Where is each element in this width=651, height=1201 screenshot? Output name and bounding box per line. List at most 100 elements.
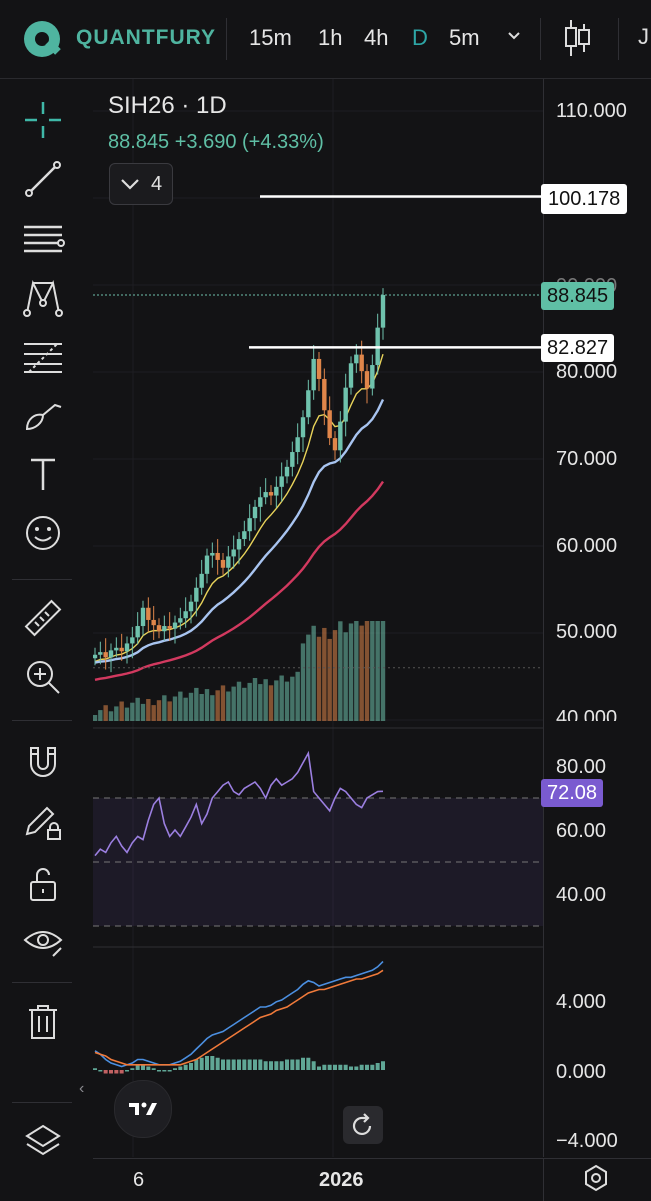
collapse-toolbar-icon[interactable]: ‹ xyxy=(79,1080,85,1097)
delete-tool[interactable] xyxy=(20,999,66,1045)
candle-body xyxy=(332,438,338,451)
timeframe-15m[interactable]: 15m xyxy=(249,25,292,50)
tradingview-icon xyxy=(129,1102,157,1115)
macd-histogram-bar xyxy=(242,1059,247,1070)
macd-histogram-bar xyxy=(221,1059,225,1070)
candle-body xyxy=(311,358,316,391)
macd-histogram-bar xyxy=(269,1061,273,1070)
time-axis[interactable]: 6 2026 xyxy=(93,1158,651,1201)
volume-bar xyxy=(103,705,108,721)
settings-icon[interactable] xyxy=(582,1164,610,1192)
volume-bar xyxy=(247,682,252,721)
candle-body xyxy=(247,518,252,532)
zoom-tool[interactable] xyxy=(20,654,66,700)
price-tick: 70.000 xyxy=(556,448,618,470)
volume-bar xyxy=(130,702,135,721)
macd-histogram-bar xyxy=(226,1059,231,1070)
tradingview-logo-button[interactable] xyxy=(114,1080,172,1138)
quantfury-logo xyxy=(24,21,61,57)
price-line-label[interactable]: 100.178 xyxy=(541,184,628,214)
chevron-down-icon[interactable] xyxy=(506,28,522,44)
layers-tool[interactable] xyxy=(20,1119,66,1165)
volume-bar xyxy=(231,686,236,721)
price-line-label[interactable]: 82.827 xyxy=(541,334,615,362)
divider xyxy=(12,1102,72,1103)
macd-histogram-bar xyxy=(253,1059,257,1070)
volume-bar xyxy=(140,703,146,721)
pattern-tool[interactable] xyxy=(20,274,66,320)
macd-histogram-bar xyxy=(274,1061,279,1070)
macd-histogram-bar xyxy=(370,1064,375,1070)
candle-body xyxy=(370,365,375,389)
divider xyxy=(543,1159,544,1201)
timeframe-5m[interactable]: 5m xyxy=(449,25,480,50)
crosshair-tool[interactable] xyxy=(20,97,66,143)
volume-bar xyxy=(279,675,284,721)
indicators-toggle-button[interactable]: 4 xyxy=(109,163,173,205)
macd-histogram-bar xyxy=(215,1057,220,1070)
candle-body xyxy=(140,607,146,627)
candle-body xyxy=(268,492,274,496)
chart-panel[interactable] xyxy=(92,79,543,1157)
macd-histogram-bar xyxy=(295,1059,300,1070)
lock-drawing-tool[interactable] xyxy=(20,799,66,845)
macd-histogram-bar xyxy=(322,1064,327,1070)
candle-body xyxy=(188,601,194,612)
volume-bar xyxy=(364,621,370,721)
price-axis[interactable]: 110.000 90.000 80.000 70.000 60.000 50.0… xyxy=(543,79,651,1157)
text-tool[interactable] xyxy=(20,451,66,497)
timeframe-4h[interactable]: 4h xyxy=(364,25,389,50)
volume-bar xyxy=(162,695,167,721)
macd-histogram-bar xyxy=(167,1070,172,1072)
magnet-icon xyxy=(30,747,56,777)
macd-histogram-bar xyxy=(381,1061,385,1070)
text-icon xyxy=(31,458,55,490)
macd-histogram-bar xyxy=(354,1066,359,1070)
brush-tool[interactable] xyxy=(20,392,66,438)
trend-line-tool[interactable] xyxy=(20,156,66,202)
price-quote: 88.845 +3.690 (+4.33%) xyxy=(108,131,324,153)
timeframe-d[interactable]: D xyxy=(412,25,428,50)
smiley-icon xyxy=(26,516,60,550)
volume-bar xyxy=(124,707,130,721)
volume-bar xyxy=(327,638,332,721)
time-tick: 6 xyxy=(133,1169,145,1191)
macd-histogram-bar xyxy=(199,1057,204,1070)
macd-histogram-bar xyxy=(349,1066,353,1070)
volume-bar xyxy=(114,706,119,721)
magnet-tool[interactable] xyxy=(20,739,66,785)
volume-bar xyxy=(119,701,124,721)
candle-body xyxy=(242,531,247,540)
macd-histogram-bar xyxy=(93,1068,97,1070)
unlock-tool[interactable] xyxy=(20,861,66,907)
volume-bar xyxy=(252,678,258,721)
candle-body xyxy=(279,476,284,487)
candle-body xyxy=(215,552,220,560)
volume-bar xyxy=(156,700,162,721)
price-chart[interactable] xyxy=(92,79,543,1157)
reset-icon xyxy=(352,1113,372,1135)
horizontal-lines-tool[interactable] xyxy=(20,215,66,261)
volume-bar xyxy=(151,705,156,721)
macd-histogram-bar xyxy=(258,1059,263,1070)
volume-bar xyxy=(316,636,322,721)
emoji-tool[interactable] xyxy=(20,510,66,556)
candlestick-icon[interactable] xyxy=(562,18,592,58)
volume-bar xyxy=(194,687,199,721)
fib-tool[interactable] xyxy=(20,333,66,379)
pencil-lock-icon xyxy=(25,806,61,840)
measure-tool[interactable] xyxy=(20,595,66,641)
overflow-item[interactable]: J xyxy=(638,24,649,49)
candle-body xyxy=(162,626,167,632)
candle-body xyxy=(343,387,348,422)
visibility-tool[interactable] xyxy=(20,919,66,965)
macd-histogram-bar xyxy=(237,1059,241,1070)
volume-bar xyxy=(220,685,226,721)
macd-histogram-bar xyxy=(301,1057,305,1070)
macd-histogram-bar xyxy=(343,1064,348,1070)
volume-bar xyxy=(306,634,311,721)
macd-line xyxy=(94,960,384,1068)
timeframe-1h[interactable]: 1h xyxy=(318,25,343,50)
reset-chart-button[interactable] xyxy=(343,1106,383,1144)
candle-body xyxy=(124,643,130,652)
